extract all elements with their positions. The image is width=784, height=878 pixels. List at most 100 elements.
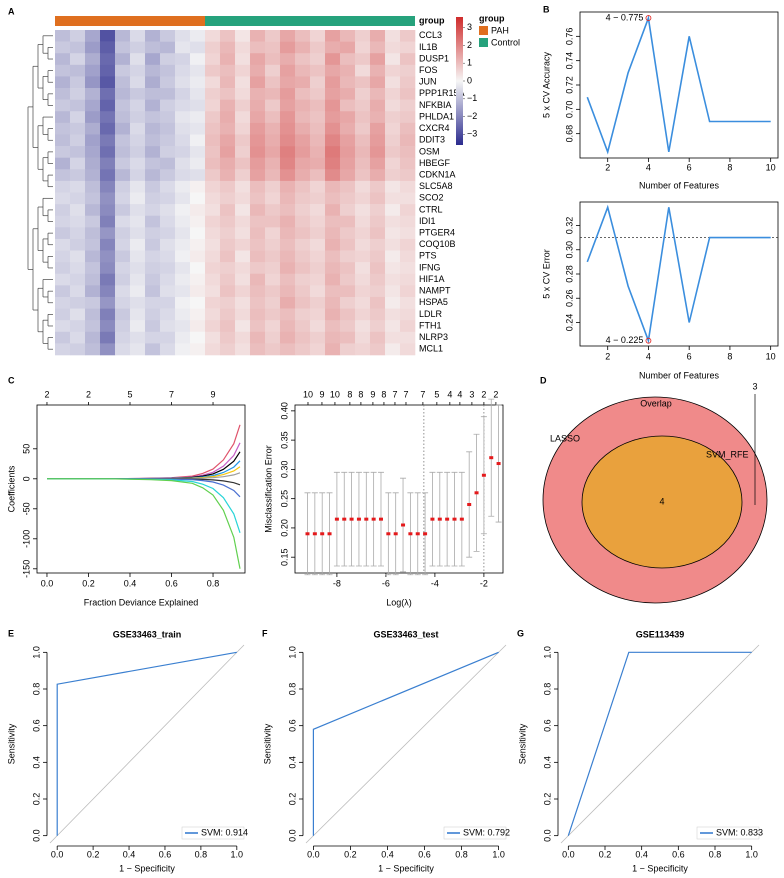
top-tick-label: 2 bbox=[481, 389, 486, 399]
heatmap-cell bbox=[175, 238, 191, 251]
heatmap-cell bbox=[355, 204, 371, 217]
heatmap-cell bbox=[310, 76, 326, 89]
row-label: CXCR4 bbox=[419, 123, 450, 133]
heatmap-cell bbox=[115, 88, 131, 100]
heatmap-cell bbox=[205, 273, 221, 286]
heatmap-cell bbox=[145, 30, 161, 42]
heatmap-cell bbox=[280, 262, 296, 275]
heatmap-cell bbox=[400, 76, 416, 89]
heatmap-cell bbox=[280, 134, 296, 147]
heatmap-cell bbox=[310, 134, 326, 147]
heatmap-cell bbox=[295, 122, 311, 135]
heatmap-cell bbox=[130, 30, 146, 42]
heatmap-cell bbox=[70, 76, 86, 89]
x-tick-label: 6 bbox=[687, 351, 692, 361]
point bbox=[445, 517, 450, 521]
heatmap-cell bbox=[385, 273, 401, 286]
heatmap-cell bbox=[325, 122, 341, 135]
heatmap-cell bbox=[310, 215, 326, 228]
heatmap-cell bbox=[325, 76, 341, 89]
y-axis-label: Sensitivity bbox=[6, 723, 16, 764]
heatmap-cell bbox=[325, 308, 341, 321]
venn-set-label: SVM_RFE bbox=[706, 449, 749, 459]
heatmap-cell bbox=[250, 134, 266, 147]
heatmap-cell bbox=[205, 262, 221, 275]
heatmap-cell bbox=[175, 331, 191, 344]
heatmap-cell bbox=[340, 285, 356, 298]
heatmap-cell bbox=[130, 76, 146, 89]
heatmap-cell bbox=[85, 30, 101, 42]
row-label: PHLDA1 bbox=[419, 111, 454, 121]
heatmap-cell bbox=[400, 192, 416, 205]
heatmap-cell bbox=[235, 204, 251, 217]
y-tick-label: 0.25 bbox=[279, 490, 289, 508]
heatmap-cell bbox=[130, 331, 146, 344]
heatmap-cell bbox=[70, 296, 86, 309]
heatmap-cell bbox=[280, 76, 296, 89]
heatmap-cell bbox=[220, 180, 236, 193]
heatmap-cell bbox=[205, 238, 221, 251]
y-tick-label: 0.40 bbox=[279, 402, 289, 420]
heatmap-cell bbox=[55, 227, 71, 240]
heatmap-cell bbox=[295, 88, 311, 100]
heatmap-cell bbox=[295, 285, 311, 298]
heatmap-cell bbox=[295, 296, 311, 309]
heatmap-cell bbox=[100, 134, 116, 147]
top-tick-label: 8 bbox=[381, 389, 386, 399]
heatmap-cell bbox=[175, 169, 191, 182]
heatmap-cell bbox=[250, 262, 266, 275]
heatmap-cell bbox=[205, 331, 221, 344]
heatmap-cell bbox=[175, 180, 191, 193]
heatmap-cell bbox=[190, 250, 206, 263]
heatmap-cell bbox=[280, 30, 296, 42]
x-tick-label: 0.8 bbox=[207, 578, 220, 588]
y-tick-label: 0.2 bbox=[287, 793, 297, 806]
heatmap-cell bbox=[355, 320, 371, 333]
row-label: DDIT3 bbox=[419, 135, 445, 145]
heatmap-cell bbox=[325, 320, 341, 333]
heatmap-cell bbox=[85, 331, 101, 344]
heatmap-cell bbox=[175, 296, 191, 309]
point bbox=[474, 491, 479, 495]
heatmap-cell bbox=[385, 157, 401, 170]
colorbar-label: 3 bbox=[467, 22, 472, 32]
heatmap-cell bbox=[370, 169, 386, 182]
heatmap-cell bbox=[250, 88, 266, 100]
heatmap-cell bbox=[55, 134, 71, 147]
heatmap-cell bbox=[280, 99, 296, 112]
heatmap-cell bbox=[160, 192, 176, 205]
x-tick-label: 1.0 bbox=[492, 849, 505, 859]
heatmap-cell bbox=[400, 331, 416, 344]
heatmap-cell bbox=[280, 157, 296, 170]
x-tick-label: 0.2 bbox=[599, 849, 612, 859]
heatmap-cell bbox=[55, 215, 71, 228]
heatmap-cell bbox=[385, 204, 401, 217]
heatmap-cell bbox=[355, 53, 371, 66]
heatmap-cell bbox=[205, 192, 221, 205]
heatmap-cell bbox=[70, 320, 86, 333]
heatmap-cell bbox=[70, 204, 86, 217]
heatmap-cell bbox=[160, 88, 176, 100]
heatmap-cell bbox=[85, 285, 101, 298]
heatmap-cell bbox=[85, 111, 101, 124]
heatmap-cell bbox=[175, 53, 191, 66]
y-tick-label: 0.35 bbox=[279, 431, 289, 449]
heatmap-cell bbox=[250, 320, 266, 333]
heatmap-cell bbox=[250, 122, 266, 135]
row-label: PPP1R15A bbox=[419, 88, 465, 98]
heatmap-cell bbox=[385, 30, 401, 42]
heatmap-cell bbox=[400, 273, 416, 286]
heatmap-cell bbox=[145, 41, 161, 54]
reference-diagonal bbox=[49, 644, 245, 844]
heatmap-cell bbox=[115, 146, 131, 158]
heatmap-cell bbox=[340, 331, 356, 344]
y-tick-label: 1.0 bbox=[31, 646, 41, 659]
heatmap-cell bbox=[385, 76, 401, 89]
point bbox=[423, 532, 428, 536]
y-tick-label: 0.0 bbox=[542, 829, 552, 842]
heatmap-cell bbox=[385, 180, 401, 193]
heatmap-cell bbox=[160, 250, 176, 263]
heatmap-cell bbox=[115, 134, 131, 147]
heatmap-cell bbox=[250, 41, 266, 54]
heatmap-cell bbox=[310, 30, 326, 42]
